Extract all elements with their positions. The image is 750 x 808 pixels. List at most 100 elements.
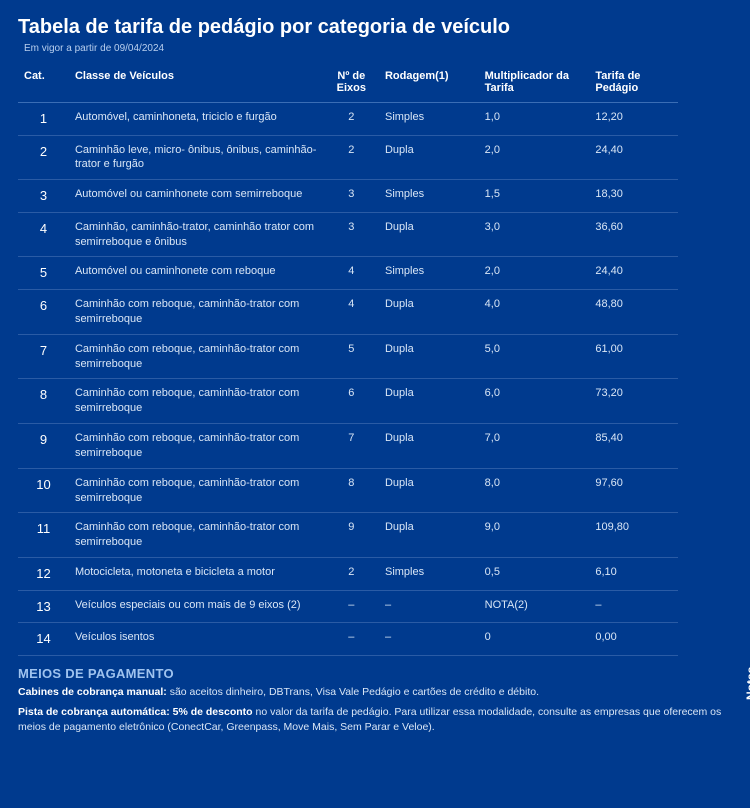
cell-rodagem: Dupla <box>379 379 479 424</box>
cell-cat: 2 <box>18 135 69 180</box>
cell-cat: 3 <box>18 180 69 213</box>
effective-date: Em vigor a partir de 09/04/2024 <box>18 43 732 54</box>
col-mult: Multiplicador da Tarifa <box>479 64 590 103</box>
cell-eixos: 3 <box>324 180 379 213</box>
cell-eixos: – <box>324 623 379 656</box>
col-cat: Cat. <box>18 64 69 103</box>
cell-rodagem: Simples <box>379 180 479 213</box>
cell-mult: 9,0 <box>479 513 590 558</box>
cell-tarifa: 6,10 <box>589 558 678 591</box>
cell-class: Motocicleta, motoneta e bicicleta a moto… <box>69 558 324 591</box>
col-tarifa: Tarifa de Pedágio <box>589 64 678 103</box>
cell-tarifa: 0,00 <box>589 623 678 656</box>
cell-mult: 0,5 <box>479 558 590 591</box>
cell-mult: 1,0 <box>479 103 590 136</box>
footer-auto-bold: Pista de cobrança automática: 5% de desc… <box>18 706 253 718</box>
cell-mult: 4,0 <box>479 290 590 335</box>
cell-class: Caminhão com reboque, caminhão-trator co… <box>69 424 324 469</box>
cell-mult: 2,0 <box>479 135 590 180</box>
cell-tarifa: 61,00 <box>589 334 678 379</box>
table-row: 1Automóvel, caminhoneta, triciclo e furg… <box>18 103 678 136</box>
cell-mult: 0 <box>479 623 590 656</box>
cell-tarifa: 48,80 <box>589 290 678 335</box>
table-row: 5Automóvel ou caminhonete com reboque4Si… <box>18 257 678 290</box>
cell-eixos: 9 <box>324 513 379 558</box>
cell-eixos: 5 <box>324 334 379 379</box>
footer-line-auto: Pista de cobrança automática: 5% de desc… <box>18 705 732 734</box>
cell-cat: 8 <box>18 379 69 424</box>
cell-mult: 1,5 <box>479 180 590 213</box>
table-row: 12Motocicleta, motoneta e bicicleta a mo… <box>18 558 678 591</box>
cell-mult: 6,0 <box>479 379 590 424</box>
col-eixos: Nº de Eixos <box>324 64 379 103</box>
cell-rodagem: Dupla <box>379 468 479 513</box>
page: Tabela de tarifa de pedágio por categori… <box>0 0 750 753</box>
cell-eixos: 6 <box>324 379 379 424</box>
cell-cat: 1 <box>18 103 69 136</box>
cell-tarifa: 97,60 <box>589 468 678 513</box>
cell-rodagem: Dupla <box>379 334 479 379</box>
table-row: 11Caminhão com reboque, caminhão-trator … <box>18 513 678 558</box>
notes-sidebar: Notas A rodagem traseira de pneus do tip… <box>744 60 750 700</box>
cell-rodagem: Simples <box>379 257 479 290</box>
cell-tarifa: 18,30 <box>589 180 678 213</box>
table-row: 8Caminhão com reboque, caminhão-trator c… <box>18 379 678 424</box>
col-class: Classe de Veículos <box>69 64 324 103</box>
tariff-table: Cat. Classe de Veículos Nº de Eixos Roda… <box>18 64 678 656</box>
cell-tarifa: 85,40 <box>589 424 678 469</box>
cell-rodagem: Dupla <box>379 424 479 469</box>
cell-eixos: 7 <box>324 424 379 469</box>
table-header-row: Cat. Classe de Veículos Nº de Eixos Roda… <box>18 64 678 103</box>
cell-mult: 7,0 <box>479 424 590 469</box>
cell-class: Automóvel ou caminhonete com semirreboqu… <box>69 180 324 213</box>
cell-eixos: 4 <box>324 290 379 335</box>
cell-rodagem: – <box>379 590 479 623</box>
cell-class: Caminhão, caminhão-trator, caminhão trat… <box>69 212 324 257</box>
cell-eixos: 2 <box>324 558 379 591</box>
footer-line-manual: Cabines de cobrança manual: são aceitos … <box>18 685 732 700</box>
cell-class: Caminhão com reboque, caminhão-trator co… <box>69 513 324 558</box>
cell-rodagem: Dupla <box>379 290 479 335</box>
table-row: 3Automóvel ou caminhonete com semirreboq… <box>18 180 678 213</box>
cell-class: Caminhão com reboque, caminhão-trator co… <box>69 468 324 513</box>
cell-tarifa: 24,40 <box>589 135 678 180</box>
page-title: Tabela de tarifa de pedágio por categori… <box>18 16 732 39</box>
table-row: 2Caminhão leve, micro- ônibus, ônibus, c… <box>18 135 678 180</box>
cell-tarifa: 36,60 <box>589 212 678 257</box>
cell-cat: 6 <box>18 290 69 335</box>
cell-class: Veículos isentos <box>69 623 324 656</box>
cell-cat: 12 <box>18 558 69 591</box>
cell-eixos: 2 <box>324 135 379 180</box>
table-row: 9Caminhão com reboque, caminhão-trator c… <box>18 424 678 469</box>
cell-mult: 5,0 <box>479 334 590 379</box>
cell-cat: 5 <box>18 257 69 290</box>
cell-mult: 2,0 <box>479 257 590 290</box>
cell-rodagem: Dupla <box>379 135 479 180</box>
cell-cat: 4 <box>18 212 69 257</box>
table-row: 4Caminhão, caminhão-trator, caminhão tra… <box>18 212 678 257</box>
footer-heading: MEIOS DE PAGAMENTO <box>18 666 732 681</box>
footer-manual-bold: Cabines de cobrança manual: <box>18 686 167 698</box>
cell-rodagem: Simples <box>379 103 479 136</box>
cell-cat: 10 <box>18 468 69 513</box>
cell-mult: NOTA(2) <box>479 590 590 623</box>
cell-class: Caminhão leve, micro- ônibus, ônibus, ca… <box>69 135 324 180</box>
cell-rodagem: Simples <box>379 558 479 591</box>
cell-tarifa: 12,20 <box>589 103 678 136</box>
cell-class: Veículos especiais ou com mais de 9 eixo… <box>69 590 324 623</box>
cell-tarifa: 109,80 <box>589 513 678 558</box>
cell-eixos: – <box>324 590 379 623</box>
cell-cat: 7 <box>18 334 69 379</box>
table-row: 10Caminhão com reboque, caminhão-trator … <box>18 468 678 513</box>
table-row: 14Veículos isentos––00,00 <box>18 623 678 656</box>
cell-eixos: 2 <box>324 103 379 136</box>
cell-mult: 3,0 <box>479 212 590 257</box>
notes-heading: Notas <box>744 60 750 700</box>
cell-tarifa: 24,40 <box>589 257 678 290</box>
cell-tarifa: – <box>589 590 678 623</box>
cell-class: Caminhão com reboque, caminhão-trator co… <box>69 379 324 424</box>
cell-class: Caminhão com reboque, caminhão-trator co… <box>69 334 324 379</box>
cell-rodagem: Dupla <box>379 212 479 257</box>
cell-eixos: 8 <box>324 468 379 513</box>
cell-cat: 9 <box>18 424 69 469</box>
